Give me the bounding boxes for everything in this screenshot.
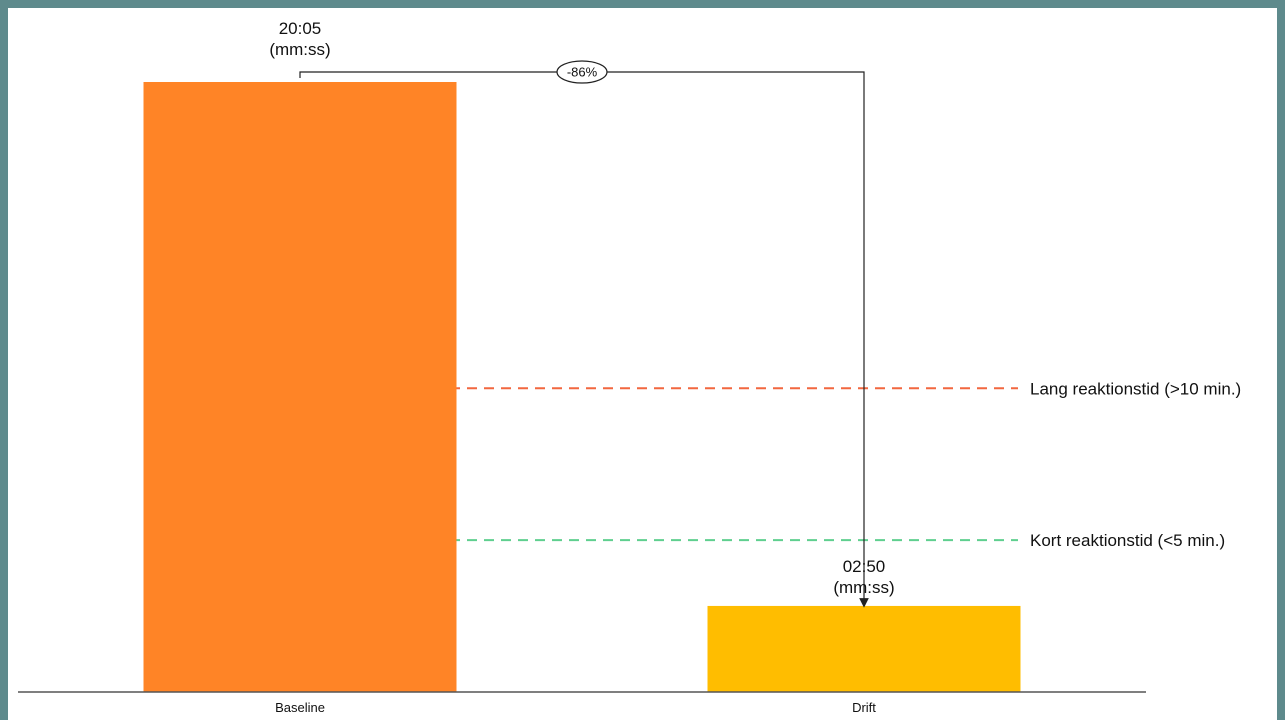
reference-label-short: Kort reaktionstid (<5 min.) [1030, 531, 1225, 550]
value-label-baseline-time: 20:05 [279, 19, 322, 38]
bar-drift [707, 605, 1021, 692]
change-badge [556, 60, 608, 84]
value-label-baseline-unit: (mm:ss) [269, 40, 330, 59]
tick-label-drift: Drift [852, 700, 876, 715]
value-label-drift-unit: (mm:ss) [833, 578, 894, 597]
tick-label-baseline: Baseline [275, 700, 325, 715]
reference-label-long: Lang reaktionstid (>10 min.) [1030, 379, 1241, 398]
change-badge-label: -86% [567, 65, 598, 80]
bar-baseline [143, 82, 457, 692]
value-label-drift-time: 02:50 [843, 557, 886, 576]
